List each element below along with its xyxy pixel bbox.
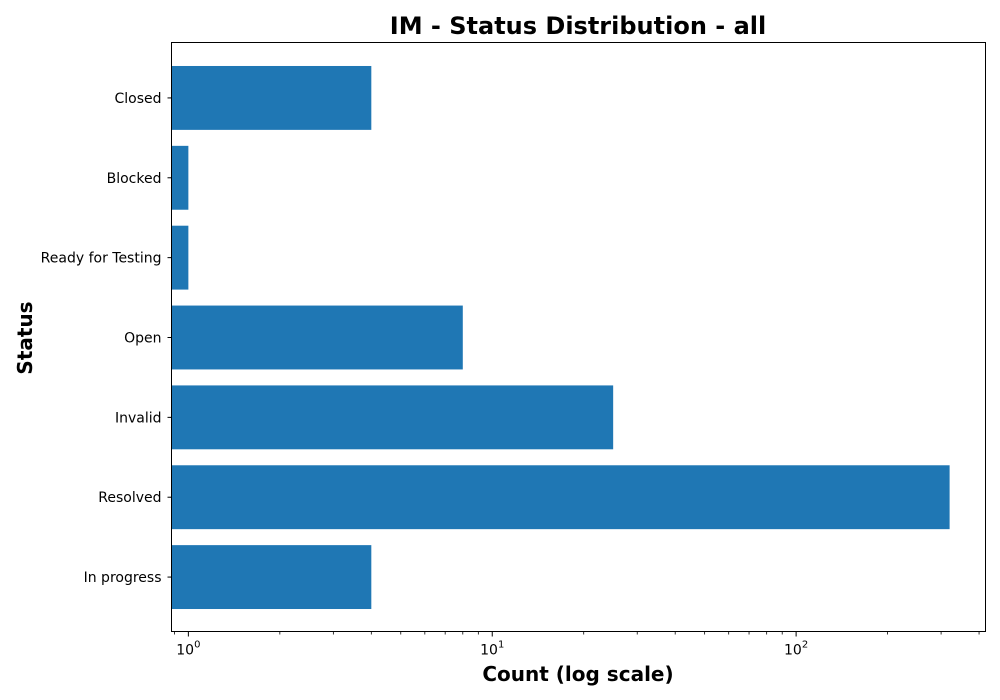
bars-group xyxy=(171,65,950,610)
x-axis-label: Count (log scale) xyxy=(482,662,673,686)
y-tick-label: In progress xyxy=(84,570,162,586)
bar-invalid xyxy=(171,385,614,450)
x-axis-ticks: 100 101 102 xyxy=(174,631,980,659)
y-tick-label: Closed xyxy=(114,91,161,107)
bar-ready-for-testing xyxy=(171,225,189,290)
y-axis-label: Status xyxy=(13,301,37,374)
x-tick-label: 102 xyxy=(784,640,808,659)
plot-frame xyxy=(171,42,986,632)
y-tick-label: Ready for Testing xyxy=(41,251,162,267)
chart-title: IM - Status Distribution - all xyxy=(390,12,766,40)
bar-closed xyxy=(171,65,372,130)
bar-blocked xyxy=(171,145,189,210)
y-tick-label: Resolved xyxy=(98,490,161,506)
bar-open xyxy=(171,305,463,370)
y-tick-label: Open xyxy=(124,331,161,347)
y-tick-label: Invalid xyxy=(115,410,162,426)
x-tick-label: 100 xyxy=(176,640,200,659)
bar-in-progress xyxy=(171,545,372,610)
x-tick-label: 101 xyxy=(480,640,504,659)
y-axis-ticks: In progress Resolved Invalid Open Ready for … xyxy=(41,91,172,586)
y-tick-label: Blocked xyxy=(107,171,162,187)
bar-resolved xyxy=(171,465,950,530)
